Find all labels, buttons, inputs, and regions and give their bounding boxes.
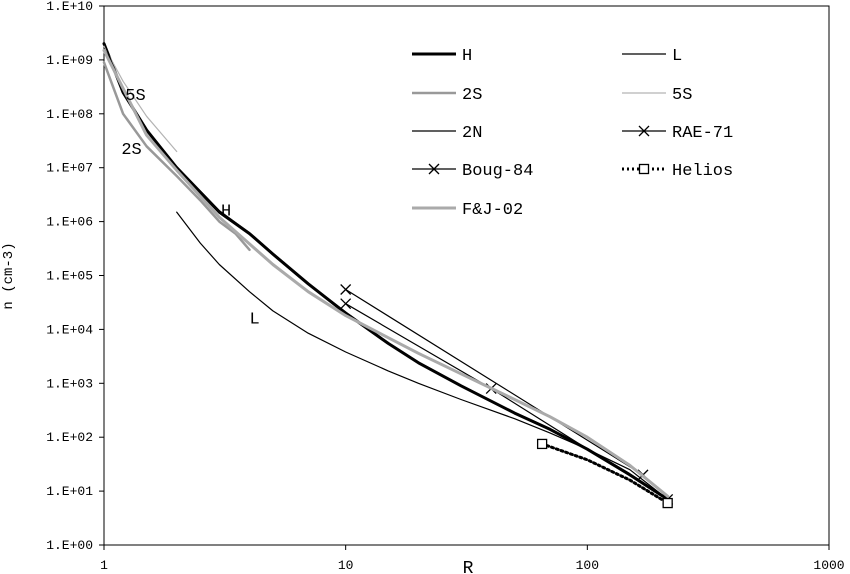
series-line-2s xyxy=(102,61,251,252)
annotation-label: H xyxy=(221,202,231,221)
series-line-5s xyxy=(103,45,178,153)
series-l xyxy=(176,211,669,500)
legend-label: 5S xyxy=(672,86,692,105)
data-point-helios xyxy=(662,497,673,509)
y-tick-label: 1.E+00 xyxy=(46,538,93,553)
series-2n xyxy=(103,41,669,500)
series-layer xyxy=(102,41,674,509)
y-tick-label: 1.E+07 xyxy=(46,161,93,176)
legend-label: H xyxy=(462,47,472,66)
annotation-label: 2S xyxy=(121,141,141,160)
series-5s xyxy=(103,45,178,153)
legend-marker xyxy=(638,125,650,137)
series-line-2n xyxy=(103,41,669,500)
y-tick-label: 1.E+08 xyxy=(46,107,93,122)
legend-label: 2S xyxy=(462,86,482,105)
legend-item-boug-84: Boug-84 xyxy=(412,162,533,181)
y-tick-label: 1.E+02 xyxy=(46,430,93,445)
legend-label: L xyxy=(672,47,682,66)
y-tick-label: 1.E+05 xyxy=(46,269,93,284)
y-tick-label: 1.E+09 xyxy=(46,53,93,68)
data-point-helios xyxy=(536,438,548,450)
legend-item-2n: 2N xyxy=(412,124,482,143)
y-tick-label: 1.E+03 xyxy=(46,376,93,391)
legend-item-helios: Helios xyxy=(622,162,733,181)
x-axis-title: R xyxy=(463,559,474,574)
series-line-l xyxy=(176,211,669,500)
x-tick-label: 1 xyxy=(100,558,108,573)
legend-item-h: H xyxy=(412,47,472,66)
x-tick-label: 1000 xyxy=(813,558,844,573)
series-2s xyxy=(102,61,251,252)
legend-label: F&J-02 xyxy=(462,201,523,220)
annotation-label: L xyxy=(250,310,260,329)
y-tick-label: 1.E+04 xyxy=(46,322,93,337)
legend-item-l: L xyxy=(622,47,682,66)
series-line-helios xyxy=(540,442,670,505)
data-point-boug-84 xyxy=(340,298,352,310)
y-axis-title: n (cm-3) xyxy=(1,242,17,309)
legend-label: Helios xyxy=(672,162,733,181)
series-line-rae-71 xyxy=(345,288,644,476)
series-line-h xyxy=(102,42,670,501)
y-tick-label: 1.E+10 xyxy=(46,0,93,14)
legend-label: Boug-84 xyxy=(462,162,533,181)
legend-item-rae-71: RAE-71 xyxy=(622,124,733,143)
annotation-label: 5S xyxy=(125,87,145,106)
legend: H L 2S 5S 2N RAE-71 Boug-84 Helios F&J-02 xyxy=(412,47,733,220)
series-h xyxy=(102,42,670,501)
legend-item-2s: 2S xyxy=(412,86,482,105)
x-tick-label: 10 xyxy=(338,558,354,573)
legend-item-5s: 5S xyxy=(622,86,692,105)
annotations: 5S 2S H L xyxy=(121,87,259,329)
legend-label: 2N xyxy=(462,124,482,143)
x-tick-label: 100 xyxy=(576,558,599,573)
plot-area xyxy=(103,5,830,546)
data-point-rae-71 xyxy=(340,284,352,295)
y-tick-label: 1.E+01 xyxy=(46,484,93,499)
y-tick-label: 1.E+06 xyxy=(46,215,93,230)
legend-label: RAE-71 xyxy=(672,124,733,143)
legend-item-f-j-02: F&J-02 xyxy=(412,201,523,220)
series-line-f-j-02 xyxy=(102,48,670,498)
series-helios xyxy=(536,438,673,509)
series-f-j-02 xyxy=(102,48,670,498)
legend-marker xyxy=(428,163,440,175)
tick-layer: 1 10 100 1000 1.E+00 1.E+01 1.E+02 1.E+03 1.E+04… xyxy=(46,0,844,573)
legend-marker xyxy=(638,163,650,175)
